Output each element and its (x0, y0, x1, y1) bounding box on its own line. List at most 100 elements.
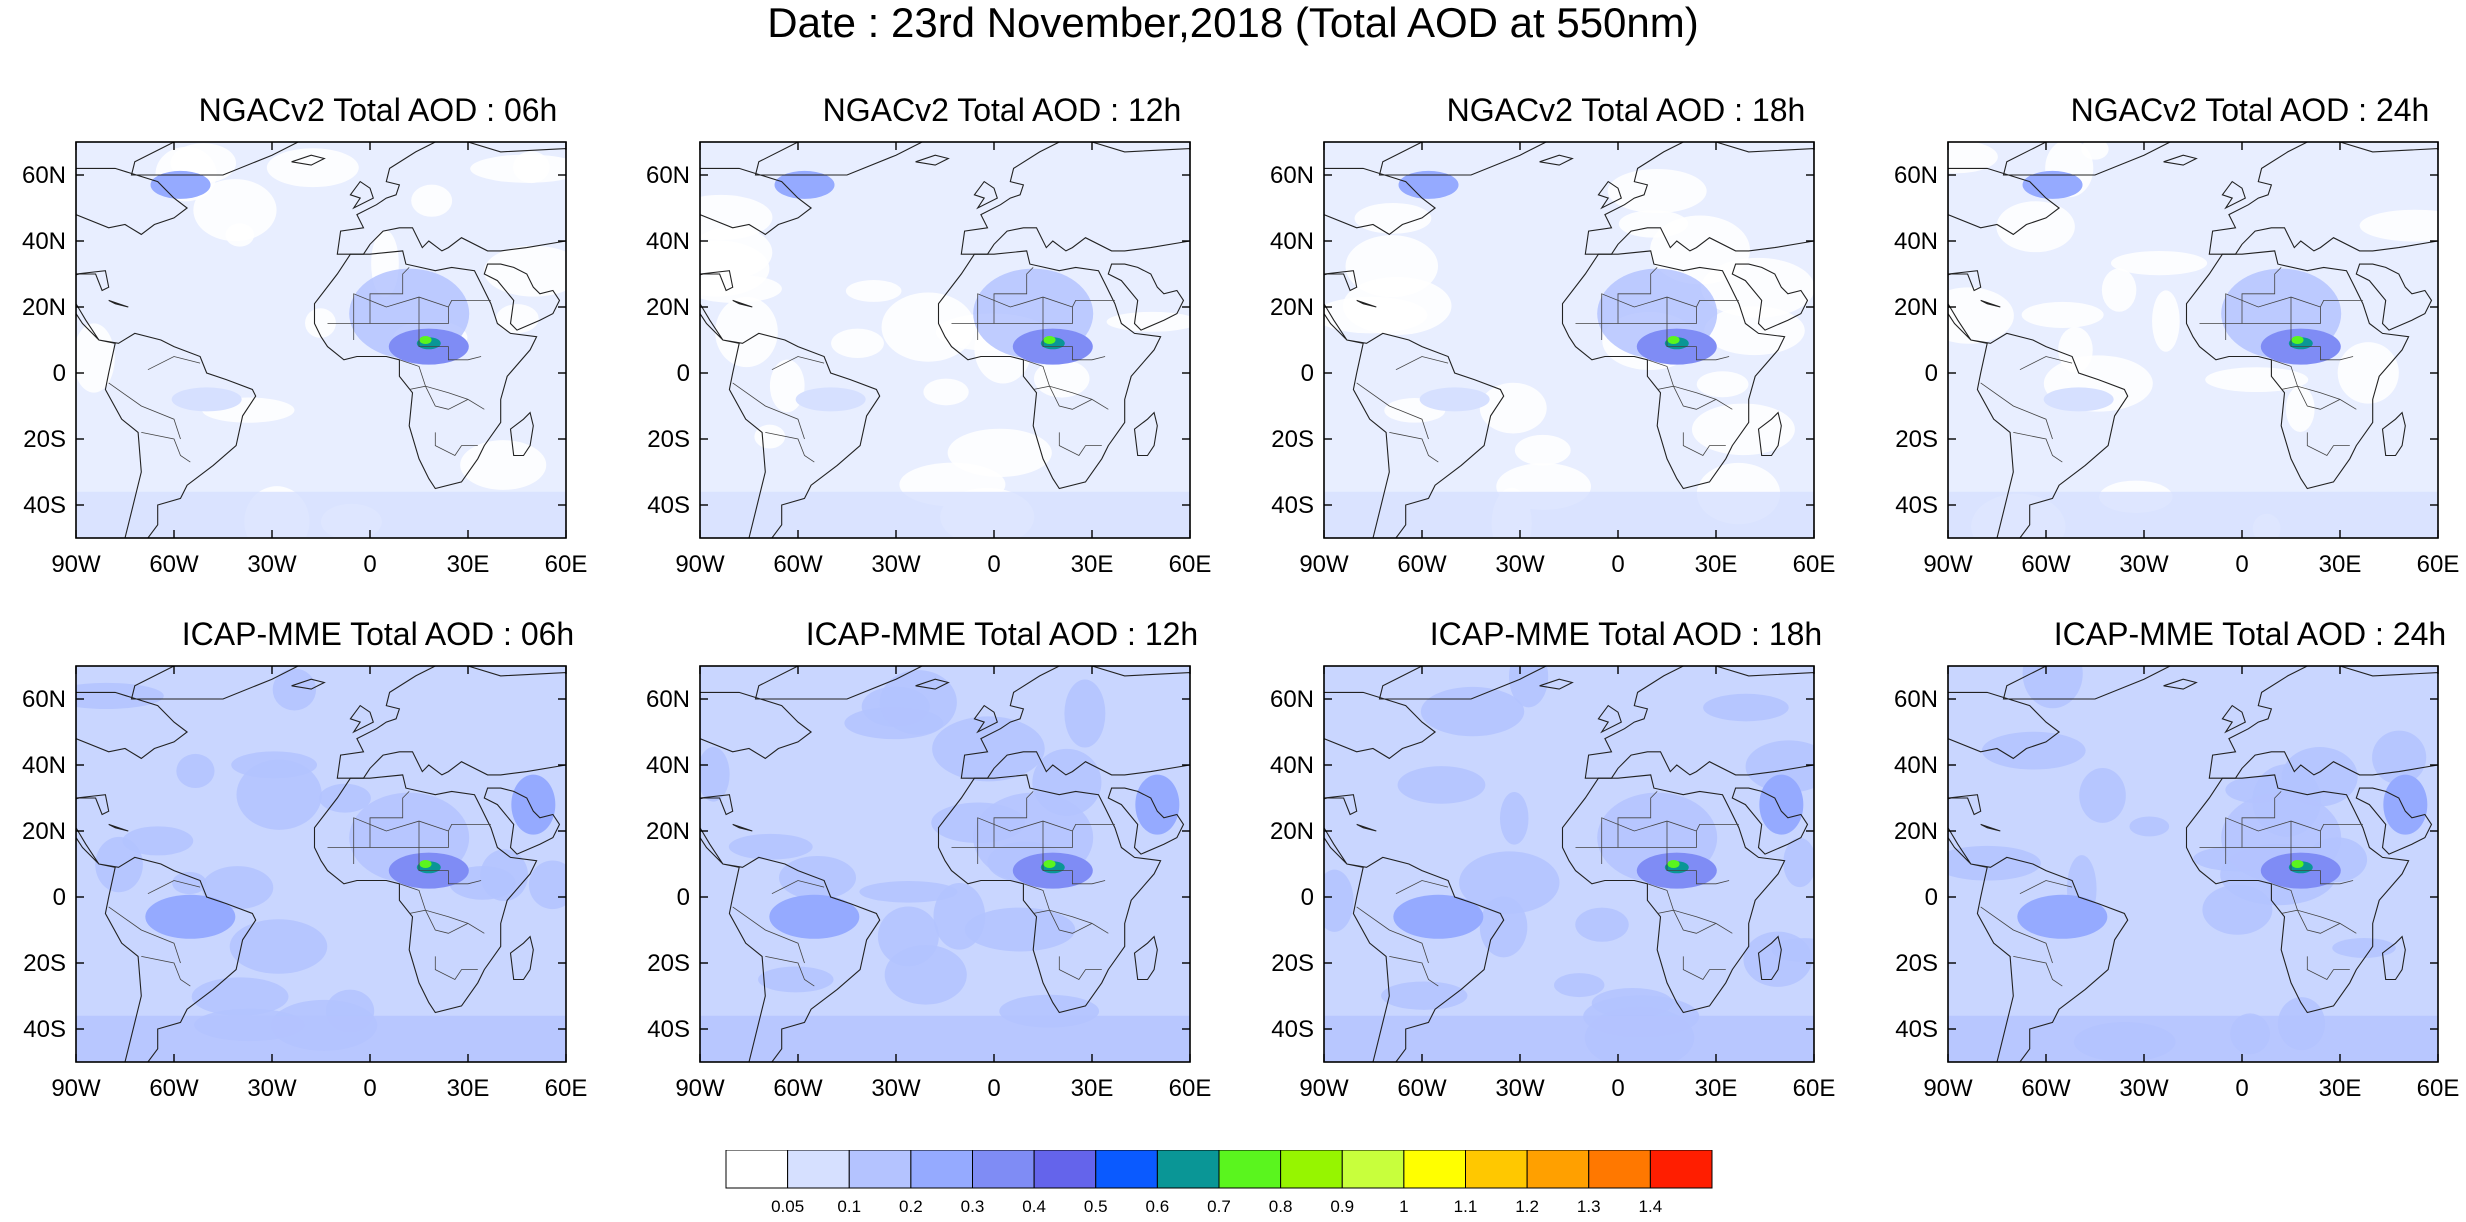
country-border (353, 817, 449, 864)
coastline (1378, 142, 1547, 176)
coastline (336, 142, 566, 255)
map-frame (1947, 665, 2439, 1063)
aod-field-patch (2152, 290, 2180, 352)
y-tick-label: 40N (646, 228, 690, 255)
x-tick-label: 30W (1495, 1075, 1545, 1102)
colorbar-swatch (1588, 1150, 1651, 1189)
coastline (1356, 823, 1377, 832)
country-border (1682, 956, 1726, 981)
coastline (108, 299, 129, 308)
coastline (1584, 142, 1814, 255)
x-tick-label: 30W (1495, 551, 1545, 578)
coastline (1757, 935, 1782, 981)
aod-field-patch (1033, 359, 1090, 398)
y-tick-label: 20N (1270, 294, 1314, 321)
country-border (418, 821, 482, 885)
aod-field-patch (1324, 296, 1428, 334)
country-border (1980, 382, 2053, 440)
y-tick-label: 40S (23, 492, 66, 519)
aod-map: 90W 60W 30W 0 30E 60E 60N 40N 20N 0 20S 40S (1270, 665, 1835, 1102)
x-tick-label: 90W (51, 1075, 101, 1102)
coastline (349, 704, 374, 734)
x-tick-label: 90W (1299, 551, 1349, 578)
colorbar-label: 0.1 (837, 1197, 861, 1216)
y-tick-label: 60N (22, 162, 66, 189)
colorbar-swatch (1033, 1150, 1097, 1189)
aod-field-patch (1499, 792, 1529, 845)
southern-ocean-aod-band (1324, 1015, 1814, 1062)
aod-field-patch (2129, 816, 2170, 837)
coastline (1324, 691, 1437, 760)
colorbar-swatch (1156, 1150, 1220, 1189)
coastline (1561, 250, 1786, 490)
colorbar-label: 0.7 (1207, 1197, 1231, 1216)
colorbar-label: 0.8 (1269, 1197, 1293, 1216)
country-border (409, 385, 469, 410)
coastline (76, 167, 189, 236)
country-border (1575, 299, 1739, 324)
coastline (2381, 411, 2406, 457)
country-border (1033, 385, 1093, 410)
map-frame (75, 665, 567, 1063)
aod-map: 90W 60W 30W 0 30E 60E 60N 40N 20N 0 20S 40S (1894, 141, 2459, 578)
coastline (2381, 935, 2406, 981)
country-border (1980, 906, 2053, 964)
southern-ocean-aod-band (76, 1015, 566, 1062)
aod-field-patch (272, 668, 317, 711)
colorbar-swatch (787, 1150, 850, 1189)
southern-ocean-aod-band (1948, 491, 2438, 538)
country-border (1389, 956, 1439, 987)
aod-field-patch (1514, 434, 1571, 466)
aod-field-patch (484, 245, 566, 297)
x-tick-label: 60E (1169, 551, 1212, 578)
coastline (973, 704, 998, 734)
aod-field-patch (2022, 666, 2083, 709)
x-tick-label: 30W (2119, 1075, 2169, 1102)
coastline (1731, 263, 1809, 331)
aod-hotspot (1667, 860, 1680, 868)
x-tick-label: 60E (1793, 551, 1836, 578)
country-border (1657, 909, 1717, 934)
y-tick-label: 40S (647, 492, 690, 519)
y-tick-label: 20N (1270, 818, 1314, 845)
country-border (2290, 821, 2354, 885)
country-border (1682, 432, 1726, 457)
aod-field-patch (879, 670, 957, 735)
coastline (1584, 666, 1814, 779)
south-america-aod-region (2043, 387, 2114, 412)
coastline (732, 299, 753, 308)
y-tick-label: 20N (22, 818, 66, 845)
y-tick-label: 0 (53, 360, 66, 387)
country-border (327, 823, 491, 848)
country-border (977, 817, 1073, 864)
x-tick-label: 30E (1071, 551, 1114, 578)
coastline (973, 180, 998, 210)
colorbar-swatch (1218, 1150, 1282, 1189)
north-atlantic-aod-region (774, 170, 835, 199)
coastline (1597, 180, 1622, 210)
y-tick-label: 0 (53, 884, 66, 911)
y-tick-label: 20N (646, 818, 690, 845)
aod-field-patch (1509, 666, 1549, 708)
aod-field-patch (1345, 235, 1439, 298)
y-tick-label: 0 (1925, 884, 1938, 911)
aod-field-patch (1459, 851, 1560, 914)
country-border (765, 956, 815, 987)
colorbar-swatch (972, 1150, 1035, 1189)
country-border (353, 293, 449, 340)
coastline (509, 411, 534, 457)
aod-field-patch (411, 184, 453, 217)
colorbar-swatch (1403, 1150, 1466, 1189)
country-border (108, 906, 181, 964)
southern-ocean-aod-band (1948, 1015, 2438, 1062)
x-tick-label: 60E (545, 1075, 588, 1102)
panel-title: NGACv2 Total AOD : 12h (822, 92, 1182, 128)
y-tick-label: 40S (23, 1016, 66, 1043)
colorbar-swatch (1095, 1150, 1158, 1189)
country-border (1575, 823, 1739, 848)
coastline (2185, 250, 2410, 490)
country-border (1666, 297, 1730, 361)
y-tick-label: 0 (677, 884, 690, 911)
x-tick-label: 0 (987, 551, 1000, 578)
coastline (1597, 704, 1622, 734)
